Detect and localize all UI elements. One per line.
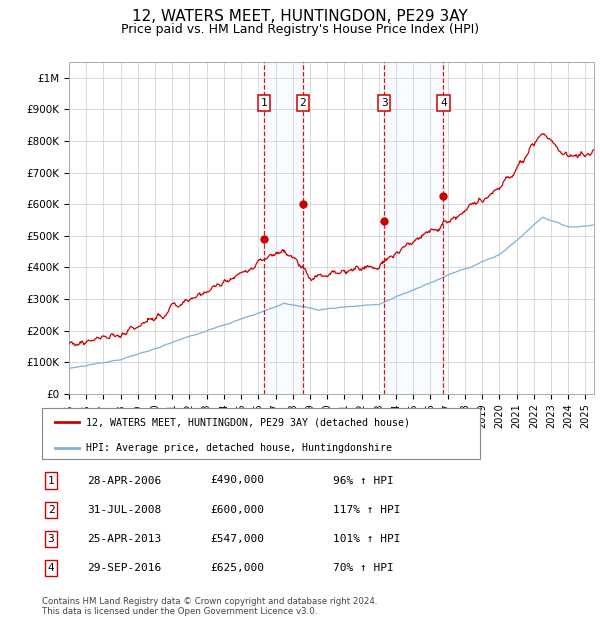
Text: 12, WATERS MEET, HUNTINGDON, PE29 3AY (detached house): 12, WATERS MEET, HUNTINGDON, PE29 3AY (d… [86, 417, 410, 427]
Text: 2: 2 [299, 98, 306, 108]
Text: 1: 1 [47, 476, 55, 485]
Text: Price paid vs. HM Land Registry's House Price Index (HPI): Price paid vs. HM Land Registry's House … [121, 23, 479, 36]
Bar [385, 62, 443, 394]
Text: 1: 1 [260, 98, 267, 108]
Text: 70% ↑ HPI: 70% ↑ HPI [333, 563, 394, 573]
Bar [264, 62, 303, 394]
Text: Contains HM Land Registry data © Crown copyright and database right 2024.
This d: Contains HM Land Registry data © Crown c… [42, 597, 377, 616]
Text: 3: 3 [381, 98, 388, 108]
Text: £625,000: £625,000 [210, 563, 264, 573]
Text: 25-APR-2013: 25-APR-2013 [87, 534, 161, 544]
FancyBboxPatch shape [42, 408, 480, 459]
Text: £600,000: £600,000 [210, 505, 264, 515]
Text: 3: 3 [47, 534, 55, 544]
Text: 12, WATERS MEET, HUNTINGDON, PE29 3AY: 12, WATERS MEET, HUNTINGDON, PE29 3AY [132, 9, 468, 24]
Text: 117% ↑ HPI: 117% ↑ HPI [333, 505, 401, 515]
Text: 4: 4 [47, 563, 55, 573]
Text: 2: 2 [47, 505, 55, 515]
Text: 101% ↑ HPI: 101% ↑ HPI [333, 534, 401, 544]
Text: 29-SEP-2016: 29-SEP-2016 [87, 563, 161, 573]
Text: 28-APR-2006: 28-APR-2006 [87, 476, 161, 485]
Text: 96% ↑ HPI: 96% ↑ HPI [333, 476, 394, 485]
Text: 31-JUL-2008: 31-JUL-2008 [87, 505, 161, 515]
Text: £547,000: £547,000 [210, 534, 264, 544]
Text: £490,000: £490,000 [210, 476, 264, 485]
Text: HPI: Average price, detached house, Huntingdonshire: HPI: Average price, detached house, Hunt… [86, 443, 392, 453]
Text: 4: 4 [440, 98, 447, 108]
